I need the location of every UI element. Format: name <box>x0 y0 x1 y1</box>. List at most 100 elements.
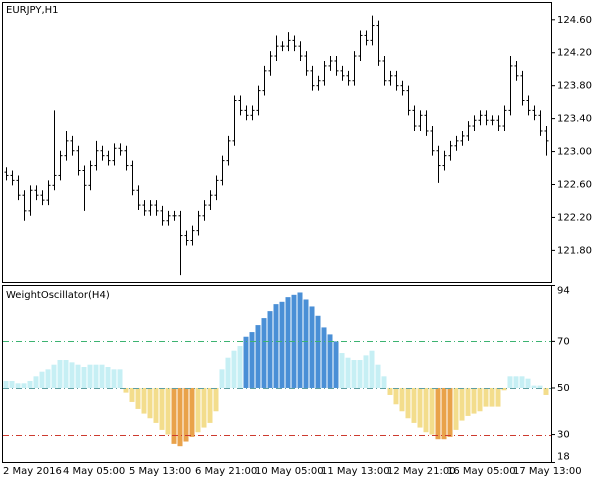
y-tick-label: 94 <box>557 286 570 297</box>
y-tick-label: 121.80 <box>557 245 592 256</box>
oscillator-bar <box>339 353 345 388</box>
oscillator-bar <box>453 387 459 430</box>
oscillator-bar <box>81 367 87 388</box>
oscillator-bar <box>111 369 117 388</box>
oscillator-bar <box>465 387 471 416</box>
oscillator-bar <box>225 357 231 388</box>
oscillator-bar <box>195 387 201 433</box>
oscillator-bar <box>267 311 273 388</box>
oscillator-bar <box>501 387 507 391</box>
y-tick-label: 30 <box>557 430 570 441</box>
oscillator-bar <box>375 364 381 388</box>
price-title: EURJPY,H1 <box>6 5 59 16</box>
oscillator-bar <box>99 364 105 388</box>
oscillator-pane <box>2 285 552 463</box>
oscillator-bar <box>285 297 291 388</box>
oscillator-bar <box>459 387 465 421</box>
oscillator-bar <box>21 383 27 388</box>
oscillator-bar <box>483 387 489 407</box>
oscillator-bar <box>321 327 327 388</box>
oscillator-bar <box>441 387 447 440</box>
oscillator-bar <box>33 376 39 388</box>
oscillator-bar <box>495 387 501 407</box>
oscillator-bar <box>57 360 63 388</box>
oscillator-bar <box>531 385 537 388</box>
y-tick-label: 18 <box>557 452 570 463</box>
x-tick-label: 10 May 05:00 <box>255 466 324 477</box>
oscillator-bar <box>255 325 261 388</box>
x-tick-label: 6 May 21:00 <box>195 466 257 477</box>
oscillator-bar <box>507 376 513 388</box>
oscillator-bar <box>489 387 495 407</box>
y-tick-label: 50 <box>557 383 570 394</box>
oscillator-bar <box>93 364 99 388</box>
oscillator-bar <box>63 360 69 388</box>
oscillator-bar <box>3 380 9 388</box>
oscillator-bar <box>447 387 453 437</box>
oscillator-bar <box>513 376 519 388</box>
oscillator-bar <box>357 360 363 388</box>
oscillator-bar <box>327 334 333 388</box>
oscillator-bar <box>207 387 213 423</box>
oscillator-bar <box>147 387 153 419</box>
oscillator-bar <box>537 385 543 388</box>
y-tick-label: 124.60 <box>557 15 592 26</box>
oscillator-bar <box>117 369 123 388</box>
y-tick-label: 70 <box>557 336 570 347</box>
oscillator-bar <box>423 387 429 433</box>
oscillator-bar <box>309 306 315 388</box>
oscillator-bar <box>105 367 111 388</box>
oscillator-bar <box>219 369 225 388</box>
oscillator-bar <box>303 299 309 388</box>
x-tick-label: 5 May 13:00 <box>129 466 191 477</box>
y-tick-label: 124.20 <box>557 48 592 59</box>
x-tick-label: 4 May 05:00 <box>63 466 125 477</box>
oscillator-bar <box>177 387 183 447</box>
oscillator-bar <box>165 387 171 435</box>
oscillator-bar <box>243 336 249 388</box>
oscillator-bar <box>171 387 177 444</box>
oscillator-bar <box>543 387 549 395</box>
oscillator-bar <box>363 355 369 388</box>
oscillator-bar <box>273 304 279 388</box>
oscillator-bar <box>213 387 219 412</box>
oscillator-bar <box>435 387 441 440</box>
x-tick-label: 16 May 05:00 <box>447 466 516 477</box>
oscillator-bar <box>387 387 393 395</box>
oscillator-bar <box>201 387 207 428</box>
oscillator-bar <box>369 350 375 388</box>
oscillator-bar <box>261 318 267 388</box>
oscillator-bar <box>135 387 141 409</box>
oscillator-bar <box>345 357 351 388</box>
x-tick-label: 11 May 13:00 <box>321 466 390 477</box>
oscillator-bar <box>39 371 45 388</box>
y-tick-label: 123.80 <box>557 81 592 92</box>
oscillator-bar <box>9 380 15 388</box>
oscillator-bar <box>27 380 33 388</box>
x-tick-label: 2 May 2016 <box>3 466 62 477</box>
x-tick-label: 12 May 21:00 <box>387 466 456 477</box>
oscillator-bar <box>351 360 357 388</box>
oscillator-bar <box>315 315 321 388</box>
oscillator-bar <box>51 364 57 388</box>
price-pane <box>2 2 552 283</box>
oscillator-title: WeightOscillator(H4) <box>6 290 110 301</box>
oscillator-bar <box>381 376 387 388</box>
oscillator-bar <box>189 387 195 437</box>
y-tick-label: 122.60 <box>557 180 592 191</box>
x-tick-label: 17 May 13:00 <box>513 466 582 477</box>
oscillator-bar <box>153 387 159 423</box>
y-tick-label: 122.20 <box>557 212 592 223</box>
oscillator-bar <box>393 387 399 405</box>
oscillator-bar <box>525 378 531 388</box>
oscillator-bar <box>183 387 189 442</box>
oscillator-bar <box>15 383 21 388</box>
oscillator-bar <box>279 301 285 388</box>
oscillator-bar <box>129 387 135 402</box>
oscillator-bar <box>45 369 51 388</box>
oscillator-bar <box>237 346 243 388</box>
oscillator-bar <box>477 387 483 412</box>
y-tick-label: 123.40 <box>557 114 592 125</box>
oscillator-bar <box>75 364 81 388</box>
